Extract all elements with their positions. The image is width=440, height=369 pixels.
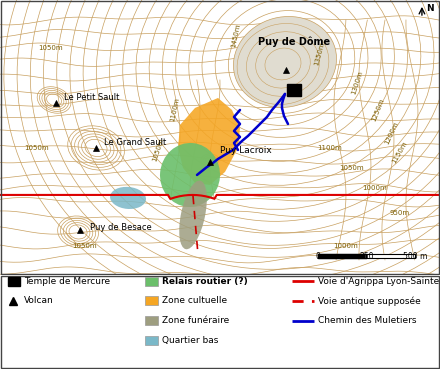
Ellipse shape bbox=[179, 180, 207, 249]
Text: 250: 250 bbox=[359, 252, 374, 261]
Text: 1050m: 1050m bbox=[38, 45, 62, 51]
Ellipse shape bbox=[234, 17, 337, 107]
Text: 1300m: 1300m bbox=[350, 70, 363, 96]
Text: 1050m: 1050m bbox=[72, 243, 96, 249]
Text: 1050m: 1050m bbox=[24, 145, 48, 151]
Text: 500 m: 500 m bbox=[403, 252, 427, 261]
Bar bbox=[145, 336, 158, 345]
Text: Voie antique supposée: Voie antique supposée bbox=[318, 296, 421, 306]
Text: 0: 0 bbox=[315, 252, 320, 261]
Text: 1350m: 1350m bbox=[314, 41, 326, 67]
Text: Le Grand Sault: Le Grand Sault bbox=[104, 138, 166, 148]
Text: 1050m: 1050m bbox=[151, 137, 165, 163]
Ellipse shape bbox=[110, 187, 146, 209]
Text: N: N bbox=[426, 4, 433, 13]
Text: Puy de Dôme: Puy de Dôme bbox=[258, 37, 330, 47]
Text: Quartier bas: Quartier bas bbox=[162, 336, 218, 345]
Text: 1100m: 1100m bbox=[318, 145, 342, 151]
Text: Le Petit Sault: Le Petit Sault bbox=[64, 93, 119, 103]
Bar bbox=[145, 296, 158, 306]
Text: 1000m: 1000m bbox=[363, 185, 387, 191]
Text: 1050m: 1050m bbox=[340, 165, 364, 171]
Text: 1450m: 1450m bbox=[231, 23, 242, 49]
Text: Relais routier (?): Relais routier (?) bbox=[162, 277, 248, 286]
Text: Zone funéraire: Zone funéraire bbox=[162, 316, 229, 325]
Bar bbox=[145, 277, 158, 286]
Text: Temple de Mercure: Temple de Mercure bbox=[24, 277, 110, 286]
Text: Zone cultuelle: Zone cultuelle bbox=[162, 296, 227, 306]
Text: 1150m: 1150m bbox=[391, 140, 409, 164]
Bar bbox=[8, 277, 20, 286]
Text: 1100m: 1100m bbox=[169, 97, 180, 123]
Bar bbox=[287, 84, 301, 96]
Text: 1000m: 1000m bbox=[334, 243, 358, 249]
Text: Puy Lacroix: Puy Lacroix bbox=[220, 146, 272, 155]
Text: Volcan: Volcan bbox=[24, 296, 54, 306]
Text: 1250m: 1250m bbox=[370, 97, 385, 123]
Text: 950m: 950m bbox=[390, 210, 410, 216]
Text: 1200m: 1200m bbox=[384, 121, 400, 145]
Text: Puy de Besace: Puy de Besace bbox=[90, 223, 152, 232]
Text: Voie d'Agrippa Lyon-Saintes: Voie d'Agrippa Lyon-Saintes bbox=[318, 277, 440, 286]
Text: Chemin des Muletiers: Chemin des Muletiers bbox=[318, 316, 417, 325]
Bar bbox=[145, 316, 158, 325]
Ellipse shape bbox=[160, 143, 220, 207]
Polygon shape bbox=[178, 98, 240, 185]
